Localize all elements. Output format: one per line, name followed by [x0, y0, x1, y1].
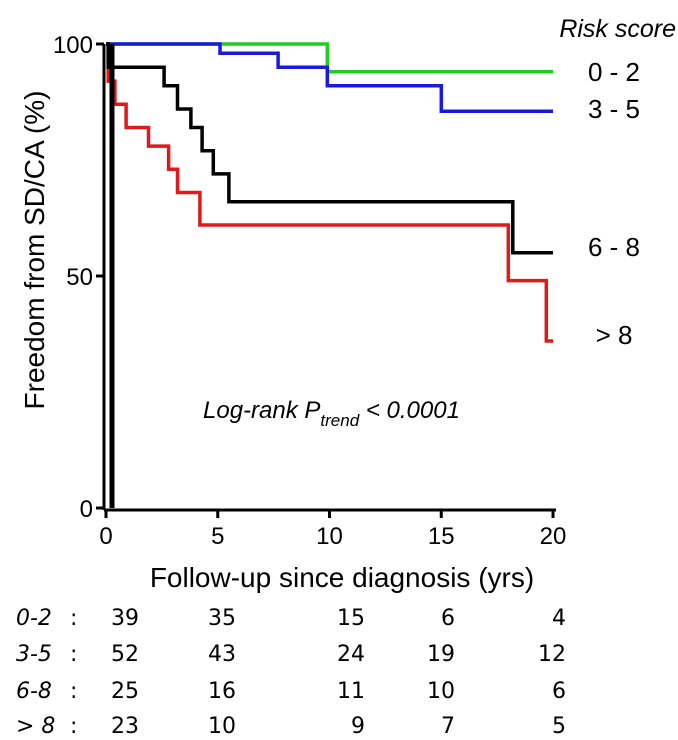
risk-count-cell: 35 — [208, 606, 236, 631]
risk-count-cell: 6 — [441, 606, 455, 631]
risk-row-label: 6-8 — [16, 679, 52, 704]
legend: 0 - 2 3 - 5 6 - 8 > 8 — [588, 57, 640, 350]
x-tick-label: 15 — [428, 523, 455, 550]
risk-count-cell: 15 — [337, 606, 365, 631]
x-tick-label: 5 — [211, 523, 224, 550]
risk-count-cell: 5 — [552, 714, 566, 739]
risk-row-label: 3-5 — [16, 642, 52, 667]
legend-entry-3: 6 - 8 — [588, 232, 640, 262]
risk-count-cell: 19 — [427, 642, 455, 667]
y-tick-label: 100 — [53, 32, 93, 59]
annotation-subscript: trend — [320, 411, 359, 430]
x-axis-title: Follow-up since diagnosis (yrs) — [150, 562, 534, 593]
annotation-prefix: Log-rank P — [203, 397, 320, 424]
risk-row-colon: : — [70, 606, 77, 631]
risk-count-cell: 10 — [427, 679, 455, 704]
risk-count-cell: 52 — [111, 642, 139, 667]
y-tick-label: 50 — [66, 264, 93, 291]
risk-count-cell: 4 — [552, 606, 566, 631]
series-line-2 — [106, 42, 553, 114]
log-rank-annotation: Log-rank Ptrend < 0.0001 — [203, 397, 460, 430]
risk-count-cell: 12 — [538, 642, 566, 667]
risk-row-colon: : — [70, 714, 77, 739]
x-tick-label: 10 — [316, 523, 343, 550]
risk-count-cell: 39 — [111, 606, 139, 631]
x-tick-label: 0 — [99, 523, 112, 550]
ticks: 0 5 10 15 20 0 50 100 — [53, 32, 566, 550]
risk-row-label: > 8 — [16, 714, 55, 739]
legend-title: Risk score — [559, 15, 676, 43]
risk-count-cell: 23 — [111, 714, 139, 739]
numbers-at-risk-table: 0-2: 39 35 15 6 4 3-5: 52 43 24 19 12 6-8: 25 16 11 10 6 >… — [16, 606, 566, 739]
plot-lines — [106, 42, 553, 508]
risk-row-label: 0-2 — [16, 606, 52, 631]
legend-entry-1: 0 - 2 — [588, 57, 640, 87]
risk-count-cell: 9 — [351, 714, 365, 739]
series-line-3 — [106, 42, 553, 255]
risk-count-cell: 11 — [337, 679, 365, 704]
risk-count-cell: 16 — [208, 679, 236, 704]
risk-count-cell: 43 — [208, 642, 236, 667]
axes — [102, 44, 556, 512]
risk-count-cell: 24 — [337, 642, 365, 667]
annotation-suffix: < 0.0001 — [359, 397, 460, 424]
risk-count-cell: 6 — [552, 679, 566, 704]
risk-count-cell: 10 — [208, 714, 236, 739]
risk-count-cell: 25 — [111, 679, 139, 704]
risk-count-cell: 7 — [441, 714, 455, 739]
x-tick-label: 20 — [540, 523, 567, 550]
legend-entry-2: 3 - 5 — [588, 94, 640, 124]
risk-row-colon: : — [70, 679, 77, 704]
y-tick-label: 0 — [80, 496, 93, 523]
series-line-1 — [106, 42, 553, 74]
legend-entry-4: > 8 — [596, 320, 633, 350]
series-line-4 — [106, 42, 553, 343]
y-axis-title: Freedom from SD/CA (%) — [19, 91, 50, 410]
risk-row-colon: : — [70, 642, 77, 667]
